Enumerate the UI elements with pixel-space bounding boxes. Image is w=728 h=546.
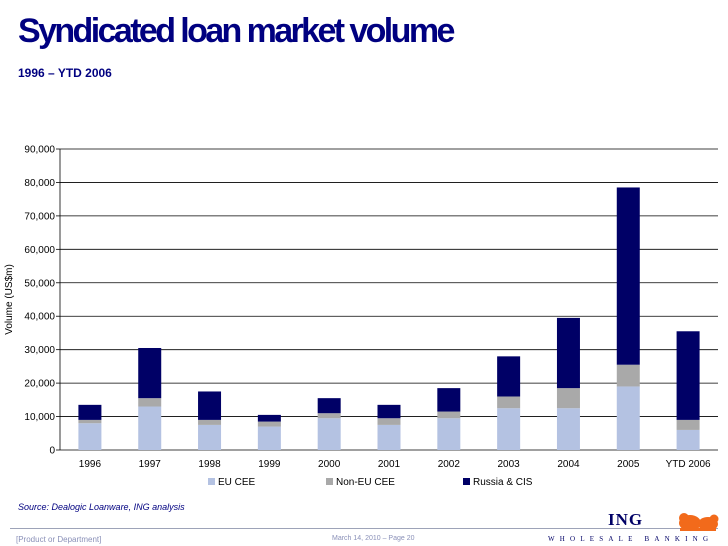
legend-label: EU CEE [218,477,256,488]
bar-segment [198,391,222,420]
bar-segment [556,388,580,409]
x-tick-label: 1996 [79,459,102,470]
y-tick-label: 90,000 [24,145,55,156]
bar-segment [317,413,341,419]
y-tick-label: 70,000 [24,211,55,222]
legend-label: Russia & CIS [473,477,533,488]
legend-swatch [208,478,215,485]
footer-date-page: March 14, 2010 – Page 20 [332,535,415,542]
bar-segment [138,406,162,450]
y-tick-label: 20,000 [24,379,55,390]
bar-segment [497,356,521,397]
x-tick-label: YTD 2006 [666,459,711,470]
x-tick-label: 2002 [438,459,461,470]
x-tick-label: 1998 [198,459,221,470]
bar-segment [377,404,401,419]
bar-segment [78,423,102,450]
slide-subtitle: 1996 – YTD 2006 [18,66,112,80]
bar-segment [317,398,341,414]
x-tick-label: 1997 [139,459,162,470]
y-tick-label: 80,000 [24,178,55,189]
footer-department: [Product or Department] [16,535,102,544]
x-tick-label: 1999 [258,459,281,470]
bar-segment [257,414,281,422]
footer-divider [10,528,718,529]
bar-segment [497,396,521,409]
bar-segment [198,424,222,450]
x-tick-label: 2000 [318,459,341,470]
y-tick-label: 10,000 [24,412,55,423]
ing-logo-text: ING [608,510,644,529]
bar-segment [78,419,102,424]
stacked-bar-chart: 0 10,000 20,000 30,000 40,000 50,000 60,000 70,… [4,145,718,488]
bar-segment [497,408,521,450]
bar-segment [138,347,162,399]
bar-segment [78,404,102,420]
y-axis-title: Volume (US$m) [4,264,15,335]
x-tick-label: 2001 [378,459,401,470]
legend-label: Non-EU CEE [336,477,395,488]
bar-segment [676,331,700,420]
y-tick-label: 50,000 [24,278,55,289]
bar-segment [556,317,580,389]
wholesale-banking-text: WHOLESALE BANKING [548,535,714,543]
bar-segment [138,398,162,407]
x-tick-label: 2003 [498,459,521,470]
bar-segment [198,419,222,425]
bar-segment [676,429,700,450]
slide-title: Syndicated loan market volume [18,12,455,50]
legend-swatch [326,478,333,485]
source-note: Source: Dealogic Loanware, ING analysis [18,502,185,512]
bar-segment [257,426,281,450]
bar-segment [377,424,401,450]
bar-segment [676,419,700,430]
x-tick-label: 2004 [557,459,580,470]
y-tick-label: 40,000 [24,312,55,323]
bar-segment [437,411,461,419]
bar-segment [257,421,281,427]
bar-segment [556,408,580,450]
bar-segment [317,418,341,450]
y-tick-label: 0 [49,446,55,457]
ing-logo: ING WHOLESALE BANKING [548,510,724,546]
bar-segment [616,187,640,365]
y-tick-label: 30,000 [24,345,55,356]
y-tick-label: 60,000 [24,245,55,256]
bar-segment [437,388,461,412]
bar-segment [616,386,640,450]
legend-swatch [463,478,470,485]
x-tick-label: 2005 [617,459,640,470]
bar-segment [616,364,640,387]
lion-icon [679,513,719,531]
bar-segment [377,418,401,425]
bar-segment [437,418,461,450]
